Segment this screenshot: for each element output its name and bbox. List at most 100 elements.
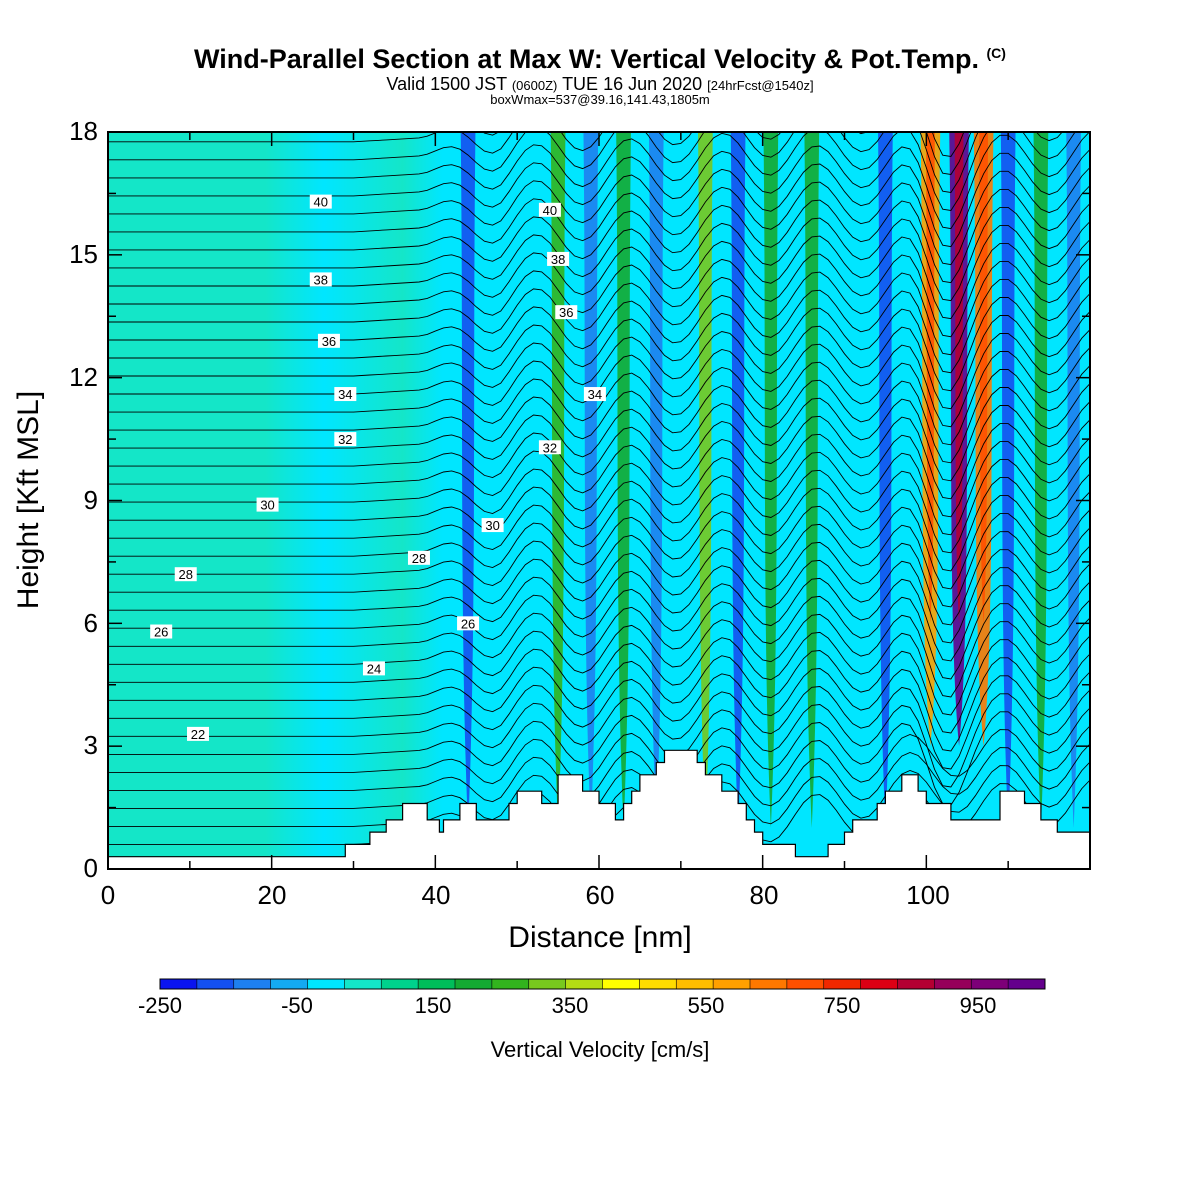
velocity-band <box>583 132 599 829</box>
contour-label: 30 <box>481 518 504 533</box>
colorbar-tick-label: 150 <box>414 993 452 1018</box>
x-tick-label: 100 <box>906 880 950 910</box>
isentrope-line <box>108 149 1090 248</box>
contour-label: 36 <box>555 305 578 320</box>
isentrope-line <box>108 563 1090 662</box>
isentrope-line <box>108 617 1090 716</box>
colorbar-swatch <box>676 979 714 989</box>
contour-label: 30 <box>256 497 279 513</box>
colorbar-swatch <box>639 979 677 989</box>
contour-label-text: 32 <box>543 440 557 455</box>
contour-label: 26 <box>457 616 480 631</box>
contour-label-text: 38 <box>551 252 565 267</box>
contour-label-text: 22 <box>191 727 205 742</box>
contour-label-bg <box>334 387 357 402</box>
x-axis-label: Distance [nm] <box>508 921 692 954</box>
y-tick-label: 12 <box>69 362 98 392</box>
isentrope-line <box>108 491 1090 590</box>
isentrope-line <box>108 671 1090 770</box>
colorbar-swatch <box>381 979 419 989</box>
contour-label-bg <box>334 432 357 447</box>
isentrope-line <box>108 365 1090 464</box>
isentrope-line <box>108 221 1090 320</box>
x-tick-label: 20 <box>257 880 287 910</box>
colorbar-tick-label: 750 <box>823 993 861 1018</box>
colorbar-tick-label: -250 <box>137 993 183 1018</box>
contour-label: 28 <box>407 550 430 566</box>
vertical-velocity-field <box>108 132 1090 869</box>
colorbar-swatch <box>823 979 862 989</box>
x-tick-label: 0 <box>100 880 116 910</box>
isentrope-line <box>108 293 1090 392</box>
contour-label-text: 30 <box>260 498 274 513</box>
contour-label-text: 40 <box>314 195 328 210</box>
colorbar-tick-label: 950 <box>959 993 997 1018</box>
chart-title: Wind-Parallel Section at Max W: Vertical… <box>194 44 1006 74</box>
contour-label-bg <box>309 272 332 287</box>
isentrope-line <box>108 239 1090 338</box>
isentrope-line <box>108 383 1090 482</box>
contour-label-bg <box>538 440 561 455</box>
isentrope-line <box>108 455 1090 554</box>
isentrope-line <box>108 275 1090 374</box>
isentrope-line <box>108 347 1090 446</box>
colorbar-tick-label: 350 <box>551 993 589 1018</box>
isentrope-line <box>108 653 1090 752</box>
isentrope-line <box>108 509 1090 608</box>
isentrope-line <box>108 545 1090 644</box>
isentrope-line <box>108 257 1090 356</box>
contour-label-bg <box>583 387 606 402</box>
contour-label-layer: 22 24 26 26 28 28 30 30 32 32 34 34 36 36 38 38 40 40 <box>150 194 606 742</box>
y-tick-label: 18 <box>69 116 98 146</box>
contour-label-bg <box>256 497 279 512</box>
isentrope-line <box>108 185 1090 284</box>
colorbar-tick-label: 550 <box>687 993 725 1018</box>
velocity-band <box>878 132 893 829</box>
y-tick-label: 3 <box>83 730 98 760</box>
contour-label-text: 34 <box>338 387 352 402</box>
axis-ticks <box>107 131 1091 870</box>
isentrope-line <box>108 203 1090 302</box>
contour-label-bg <box>150 624 173 639</box>
velocity-band <box>1000 132 1016 829</box>
contour-label: 34 <box>334 387 357 402</box>
velocity-core <box>979 132 989 624</box>
terrain <box>107 749 1091 870</box>
contour-label: 34 <box>583 387 606 402</box>
contour-label: 28 <box>174 567 197 582</box>
colorbar-swatch <box>233 979 272 989</box>
chart-subtitle: Valid 1500 JST (0600Z) TUE 16 Jun 2020 [… <box>386 74 814 94</box>
isentrope-line <box>108 473 1090 572</box>
contour-label-bg <box>362 661 385 676</box>
field-background <box>108 132 1090 869</box>
contour-label-bg <box>174 567 197 582</box>
velocity-band <box>648 132 664 829</box>
colorbar-swatch <box>344 979 382 989</box>
contour-label-bg <box>538 202 561 217</box>
contour-label-text: 32 <box>338 432 352 447</box>
contour-label: 36 <box>317 333 340 349</box>
contour-label: 32 <box>538 440 561 455</box>
colorbar-swatch <box>860 979 898 989</box>
colorbar-swatch <box>750 979 788 989</box>
contour-label: 38 <box>309 272 332 287</box>
contour-label-bg <box>309 194 332 209</box>
contour-label: 32 <box>334 432 357 447</box>
isentrope-line <box>108 401 1090 500</box>
contour-label: 24 <box>362 661 385 676</box>
box-info: boxWmax=537@39.16,141.43,1805m <box>490 92 710 107</box>
colorbar-swatch <box>713 979 751 989</box>
velocity-band <box>763 132 779 829</box>
colorbar-swatch <box>786 979 825 989</box>
contour-label: 40 <box>309 194 332 210</box>
velocity-band <box>460 132 476 829</box>
isentrope-line <box>108 725 1090 803</box>
terrain-mask <box>107 749 1091 870</box>
contour-label: 40 <box>538 202 561 218</box>
colorbar-swatch <box>1008 979 1046 989</box>
colorbar-swatch <box>491 979 530 989</box>
isentrope-line <box>108 527 1090 626</box>
contour-label-text: 40 <box>543 203 557 218</box>
isentrope-line <box>108 132 1076 211</box>
